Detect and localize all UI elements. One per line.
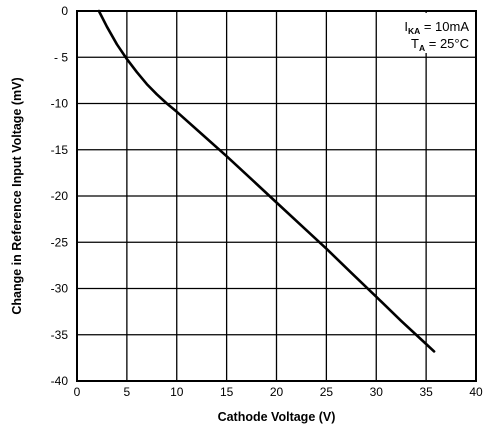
- annotation-subscript: KA: [408, 26, 420, 36]
- y-tick-label: -35: [51, 328, 69, 342]
- y-tick-label: -20: [51, 189, 69, 203]
- x-tick-label: 0: [74, 385, 81, 399]
- x-tick-label: 40: [469, 385, 483, 399]
- y-axis-title: Change in Reference Input Voltage (mV): [10, 77, 24, 314]
- annotation-line: TA = 25°C: [411, 36, 469, 53]
- curve-layer: [97, 9, 436, 353]
- annotation-background: [384, 13, 472, 53]
- annotation-line: IKA = 10mA: [404, 19, 469, 36]
- y-tick-label: -40: [51, 374, 69, 388]
- annotation-symbol: T: [411, 36, 419, 51]
- y-tick-label: - 5: [54, 50, 68, 64]
- x-tick-label: 30: [370, 385, 384, 399]
- y-tick-label: 0: [61, 4, 68, 18]
- x-tick-label: 35: [419, 385, 433, 399]
- y-tick-label: -10: [51, 97, 69, 111]
- x-axis-title: Cathode Voltage (V): [218, 410, 336, 424]
- y-tick-label: -25: [51, 235, 69, 249]
- x-tick-label: 15: [220, 385, 234, 399]
- x-tick-label: 20: [270, 385, 284, 399]
- x-tick-label: 10: [170, 385, 184, 399]
- y-tick-label: -15: [51, 143, 69, 157]
- annotation-value: = 10mA: [420, 19, 469, 34]
- grid: [77, 11, 476, 381]
- x-tick-label: 25: [320, 385, 334, 399]
- annotation-value: = 25°C: [425, 36, 469, 51]
- plot-frame: [76, 10, 477, 382]
- x-tick-label: 5: [124, 385, 131, 399]
- annotation-subscript: A: [419, 43, 425, 53]
- series-line: [97, 9, 436, 353]
- annotation-symbol: I: [404, 19, 408, 34]
- y-tick-label: -30: [51, 282, 69, 296]
- tick-labels: 0 5 10 15 20 25 30 35 40 0 - 5 -10 -15 -20 -25 -30 -35 -4…: [51, 4, 483, 399]
